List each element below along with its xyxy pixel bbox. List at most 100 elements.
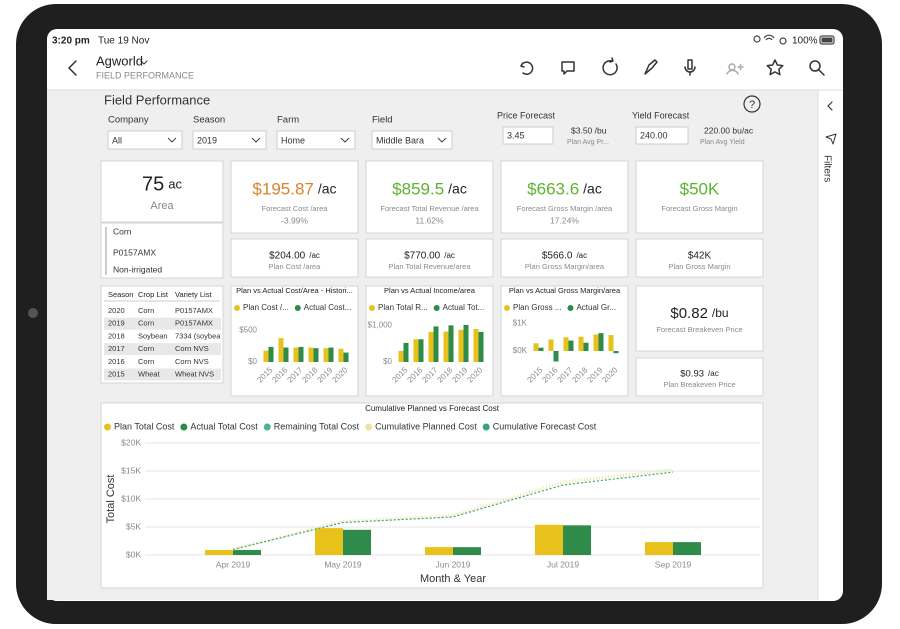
app-dropdown[interactable]: [140, 60, 148, 65]
bar: [533, 343, 539, 351]
y-tick-label: $20K: [121, 437, 141, 447]
slicer-dropdown[interactable]: [371, 130, 453, 150]
y-tick-label: $1K: [513, 319, 528, 328]
status-icons: [753, 34, 835, 45]
legend-label: Actual Cost...: [304, 303, 352, 312]
card: [100, 222, 224, 279]
card: [365, 160, 494, 234]
slicer-dropdown[interactable]: [107, 130, 183, 150]
slicer-dropdown[interactable]: [276, 130, 356, 150]
legend-marker: [567, 305, 574, 311]
bar: [418, 339, 424, 362]
dropdown-chevron: [437, 137, 447, 143]
legend-marker: [234, 305, 240, 311]
card-label: Forecast Cost /area: [262, 204, 329, 213]
bar: [473, 329, 479, 362]
input-box[interactable]: [635, 126, 689, 145]
legend-marker: [263, 423, 271, 431]
card-value: $0.93: [680, 369, 704, 380]
legend-label: Actual Gr...: [576, 303, 616, 312]
x-tick-label: Jul 2019: [547, 559, 579, 569]
row-band: [104, 317, 221, 330]
bar: [398, 351, 404, 362]
card-value: $663.6: [527, 179, 579, 198]
card: [635, 357, 764, 397]
slicer-value: 2019: [197, 135, 217, 145]
card: [500, 238, 629, 278]
collapse-filters[interactable]: [827, 101, 833, 111]
undo-icon[interactable]: [520, 61, 534, 75]
table-cell: 2016: [108, 357, 125, 366]
search-icon[interactable]: [809, 60, 821, 72]
app-title[interactable]: Agworld: [96, 53, 143, 68]
card-label: Plan Cost /area: [269, 262, 322, 271]
bar: [563, 337, 569, 351]
add-person-icon[interactable]: [726, 63, 744, 75]
bar: [448, 325, 454, 362]
status-date: Tue 19 Nov: [98, 36, 149, 47]
bar: [308, 347, 314, 362]
bar: [338, 348, 344, 362]
table-cell: 2019: [108, 319, 125, 328]
slicer-value: Middle Bara: [376, 135, 424, 145]
input-value: 240.00: [640, 130, 668, 140]
y-tick-label: $10K: [121, 493, 141, 503]
bar: [598, 333, 604, 351]
table-cell: Corn: [138, 319, 154, 328]
field-info: Corn: [113, 226, 132, 236]
input-box[interactable]: [502, 126, 554, 145]
slicer-label: Season: [193, 115, 225, 126]
help-button[interactable]: [743, 95, 761, 113]
refresh-icon[interactable]: [602, 57, 618, 76]
card-unit: /ac: [318, 181, 337, 197]
y-axis-title: Total Cost: [105, 475, 117, 524]
legend-label: Cumulative Forecast Cost: [493, 421, 597, 431]
card: [100, 285, 224, 384]
card-change: 11.62%: [415, 215, 444, 225]
pen-icon[interactable]: [644, 59, 658, 75]
input-label: Yield Forecast: [632, 110, 690, 120]
bar: [413, 339, 419, 362]
favorite-icon[interactable]: [766, 59, 784, 76]
legend-label: Actual Total Cost: [190, 421, 258, 431]
bar: [268, 346, 274, 362]
slicer-dropdown[interactable]: [192, 130, 267, 150]
card-unit: /ac: [708, 369, 719, 378]
bar: [328, 347, 334, 362]
dropdown-chevron: [167, 137, 177, 143]
bar: [278, 338, 284, 362]
lock-icon: [779, 37, 787, 45]
comment-icon[interactable]: [561, 61, 575, 75]
bar: [538, 347, 544, 351]
mic-icon[interactable]: [684, 59, 696, 76]
chart-title: Plan vs Actual Gross Margin/area: [509, 286, 621, 295]
table-cell: Corn NVS: [175, 357, 209, 366]
y-tick-label: $1,000: [368, 320, 393, 329]
bar: [323, 348, 329, 362]
x-axis-title: Month & Year: [420, 573, 486, 585]
x-tick-label: May 2019: [324, 559, 362, 569]
table-cell: P0157AMX: [175, 319, 213, 328]
bar: [673, 542, 701, 555]
card: [365, 238, 494, 278]
area-label: Area: [150, 200, 174, 212]
line-series: [232, 468, 674, 551]
filters-label[interactable]: Filters: [821, 155, 832, 182]
back-button[interactable]: [68, 60, 77, 76]
bar: [315, 528, 343, 555]
bar: [593, 334, 599, 351]
bar: [313, 348, 319, 362]
table-cell: 2015: [108, 369, 125, 378]
legend-label: Plan Total R...: [378, 303, 428, 312]
slicer-label: Company: [108, 115, 149, 126]
legend-marker: [104, 423, 111, 431]
status-time: 3:20 pm: [52, 36, 90, 47]
field-info: Non-irrigated: [113, 264, 162, 274]
bar: [458, 329, 464, 362]
plan-value: $3.50 /bu: [571, 125, 607, 135]
card: [635, 160, 764, 234]
y-tick-label: $0K: [513, 346, 528, 355]
card-change: -3.99%: [281, 215, 308, 225]
row-band: [104, 343, 221, 356]
